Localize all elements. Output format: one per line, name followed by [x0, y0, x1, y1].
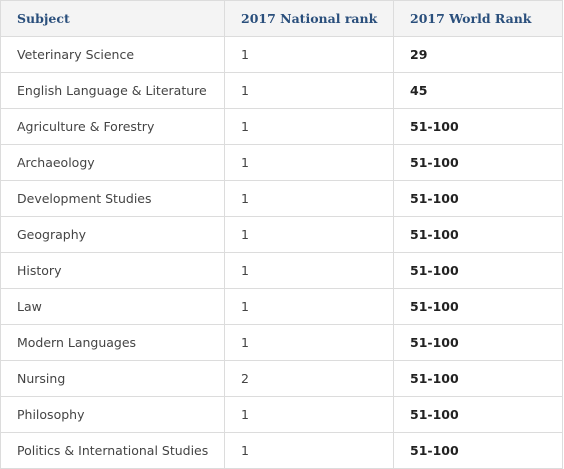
world-rank-cell: 51-100 [393, 108, 563, 145]
table-row: Philosophy 1 51-100 [0, 396, 563, 433]
subject-cell: Modern Languages [0, 324, 225, 361]
subject-cell: Geography [0, 216, 225, 253]
national-rank-cell: 1 [224, 108, 394, 145]
national-rank-cell: 1 [224, 252, 394, 289]
table-row: Law 1 51-100 [0, 288, 563, 325]
table-row: Geography 1 51-100 [0, 216, 563, 253]
table-row: Modern Languages 1 51-100 [0, 324, 563, 361]
table-row: Archaeology 1 51-100 [0, 144, 563, 181]
subject-cell: Archaeology [0, 144, 225, 181]
subject-cell: Politics & International Studies [0, 432, 225, 469]
national-rank-cell: 1 [224, 288, 394, 325]
header-world-rank: 2017 World Rank [393, 0, 563, 37]
world-rank-cell: 51-100 [393, 144, 563, 181]
subject-cell: History [0, 252, 225, 289]
national-rank-cell: 2 [224, 360, 394, 397]
subject-cell: Philosophy [0, 396, 225, 433]
world-rank-cell: 51-100 [393, 360, 563, 397]
world-rank-cell: 51-100 [393, 180, 563, 217]
national-rank-cell: 1 [224, 324, 394, 361]
table-row: Veterinary Science 1 29 [0, 36, 563, 73]
national-rank-cell: 1 [224, 432, 394, 469]
table-row: Development Studies 1 51-100 [0, 180, 563, 217]
national-rank-cell: 1 [224, 36, 394, 73]
subject-cell: Law [0, 288, 225, 325]
world-rank-cell: 51-100 [393, 216, 563, 253]
world-rank-cell: 51-100 [393, 288, 563, 325]
table-row: History 1 51-100 [0, 252, 563, 289]
national-rank-cell: 1 [224, 72, 394, 109]
table-row: English Language & Literature 1 45 [0, 72, 563, 109]
table-header: Subject 2017 National rank 2017 World Ra… [0, 0, 563, 37]
world-rank-cell: 51-100 [393, 324, 563, 361]
table-body: Veterinary Science 1 29 English Language & … [0, 36, 563, 469]
header-subject: Subject [0, 0, 225, 37]
national-rank-cell: 1 [224, 216, 394, 253]
world-rank-cell: 51-100 [393, 252, 563, 289]
subject-cell: Development Studies [0, 180, 225, 217]
header-national-rank: 2017 National rank [224, 0, 394, 37]
header-row: Subject 2017 National rank 2017 World Ra… [0, 0, 563, 37]
world-rank-cell: 51-100 [393, 396, 563, 433]
world-rank-cell: 45 [393, 72, 563, 109]
world-rank-cell: 51-100 [393, 432, 563, 469]
table-row: Agriculture & Forestry 1 51-100 [0, 108, 563, 145]
national-rank-cell: 1 [224, 396, 394, 433]
table-row: Nursing 2 51-100 [0, 360, 563, 397]
subject-cell: Nursing [0, 360, 225, 397]
table-row: Politics & International Studies 1 51-100 [0, 432, 563, 469]
national-rank-cell: 1 [224, 144, 394, 181]
national-rank-cell: 1 [224, 180, 394, 217]
subject-cell: Veterinary Science [0, 36, 225, 73]
world-rank-cell: 29 [393, 36, 563, 73]
subject-cell: English Language & Literature [0, 72, 225, 109]
subject-cell: Agriculture & Forestry [0, 108, 225, 145]
